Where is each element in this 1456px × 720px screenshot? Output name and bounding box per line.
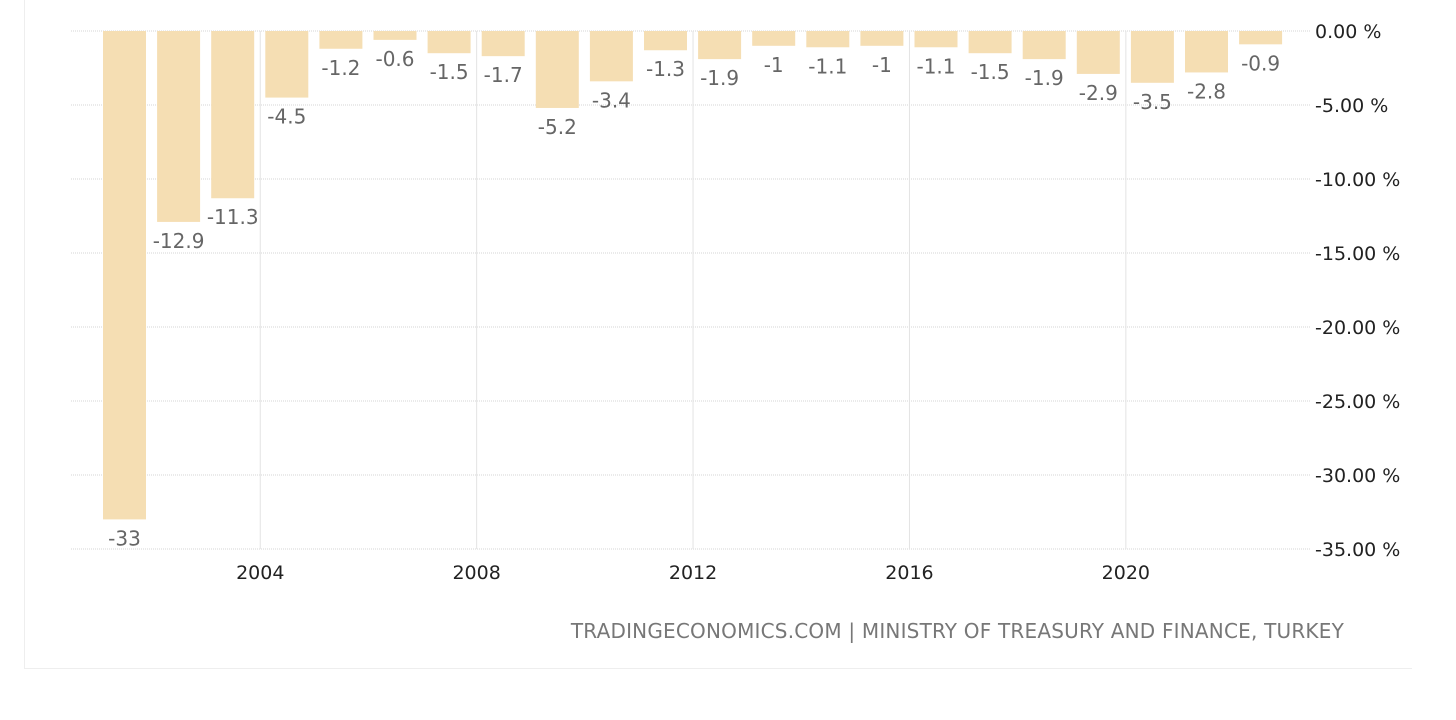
bar bbox=[1239, 31, 1283, 45]
data-label: -0.6 bbox=[375, 47, 414, 71]
bars bbox=[103, 31, 1283, 520]
data-label: -1 bbox=[764, 53, 784, 77]
bar bbox=[535, 31, 579, 108]
y-tick-label: 0.00 % bbox=[1315, 21, 1381, 43]
y-tick-label: -5.00 % bbox=[1315, 95, 1388, 117]
bar bbox=[968, 31, 1012, 54]
data-label: -12.9 bbox=[153, 229, 205, 253]
bar bbox=[103, 31, 146, 520]
data-label: -1.9 bbox=[1025, 66, 1064, 90]
y-axis-ticks: 0.00 % -5.00 % -10.00 % -15.00 % -20.00 % -25… bbox=[1315, 21, 1400, 561]
x-tick-label: 2008 bbox=[452, 562, 500, 584]
data-label: -2.9 bbox=[1079, 81, 1118, 105]
bar bbox=[1076, 31, 1120, 74]
x-tick-label: 2012 bbox=[669, 562, 717, 584]
bar bbox=[752, 31, 796, 46]
grid-lines bbox=[71, 30, 1310, 550]
data-label: -1.1 bbox=[808, 54, 847, 78]
y-tick-label: -25.00 % bbox=[1315, 391, 1400, 413]
y-tick-label: -30.00 % bbox=[1315, 465, 1400, 487]
data-label: -3.5 bbox=[1133, 90, 1172, 114]
bar bbox=[211, 31, 255, 199]
bar bbox=[698, 31, 742, 60]
bar bbox=[319, 31, 363, 49]
y-tick-label: -20.00 % bbox=[1315, 317, 1400, 339]
data-label: -1.7 bbox=[484, 63, 523, 87]
bar bbox=[481, 31, 525, 57]
data-label: -33 bbox=[108, 526, 141, 550]
y-tick-label: -15.00 % bbox=[1315, 243, 1400, 265]
data-label: -3.4 bbox=[592, 88, 631, 112]
data-label: -1 bbox=[872, 53, 892, 77]
data-label: -1.1 bbox=[916, 54, 955, 78]
x-tick-label: 2020 bbox=[1102, 562, 1150, 584]
bar bbox=[265, 31, 309, 98]
bar bbox=[589, 31, 633, 82]
data-label: -1.5 bbox=[971, 60, 1010, 84]
data-label: -1.9 bbox=[700, 66, 739, 90]
y-tick-label: -35.00 % bbox=[1315, 539, 1400, 561]
data-label: -4.5 bbox=[267, 105, 306, 129]
x-tick-label: 2016 bbox=[885, 562, 933, 584]
bar bbox=[1022, 31, 1066, 60]
data-label: -1.5 bbox=[430, 60, 469, 84]
bar bbox=[860, 31, 904, 46]
bar bbox=[427, 31, 471, 54]
data-label: -0.9 bbox=[1241, 51, 1280, 75]
data-label: -11.3 bbox=[207, 205, 259, 229]
data-label: -5.2 bbox=[538, 115, 577, 139]
bar bbox=[806, 31, 850, 48]
bar bbox=[644, 31, 687, 51]
chart-frame: -33 -12.9 -11.3 -4.5 -1.2 -0.6 -1.5 -1.7 -5.2 -3.… bbox=[24, 0, 1412, 669]
data-label: -2.8 bbox=[1187, 79, 1226, 103]
data-label: -1.2 bbox=[321, 56, 360, 80]
y-tick-label: -10.00 % bbox=[1315, 169, 1400, 191]
x-axis-ticks: 2004 2008 2012 2016 2020 bbox=[236, 562, 1150, 584]
bar bbox=[373, 31, 417, 40]
data-labels: -33 -12.9-11.3 -4.5 -1.2 -0.6 -1.5 -1.7 -5.2 -3.… bbox=[108, 47, 1280, 551]
bar-chart: -33 -12.9-11.3 -4.5 -1.2 -0.6 -1.5 -1.7 -5.2 -3.… bbox=[71, 21, 1400, 584]
x-tick-label: 2004 bbox=[236, 562, 284, 584]
bar bbox=[157, 31, 201, 222]
source-credit: TRADINGECONOMICS.COM | MINISTRY OF TREAS… bbox=[570, 619, 1344, 643]
bar bbox=[1185, 31, 1228, 73]
bar bbox=[914, 31, 958, 48]
bar bbox=[1130, 31, 1174, 83]
data-label: -1.3 bbox=[646, 57, 685, 81]
